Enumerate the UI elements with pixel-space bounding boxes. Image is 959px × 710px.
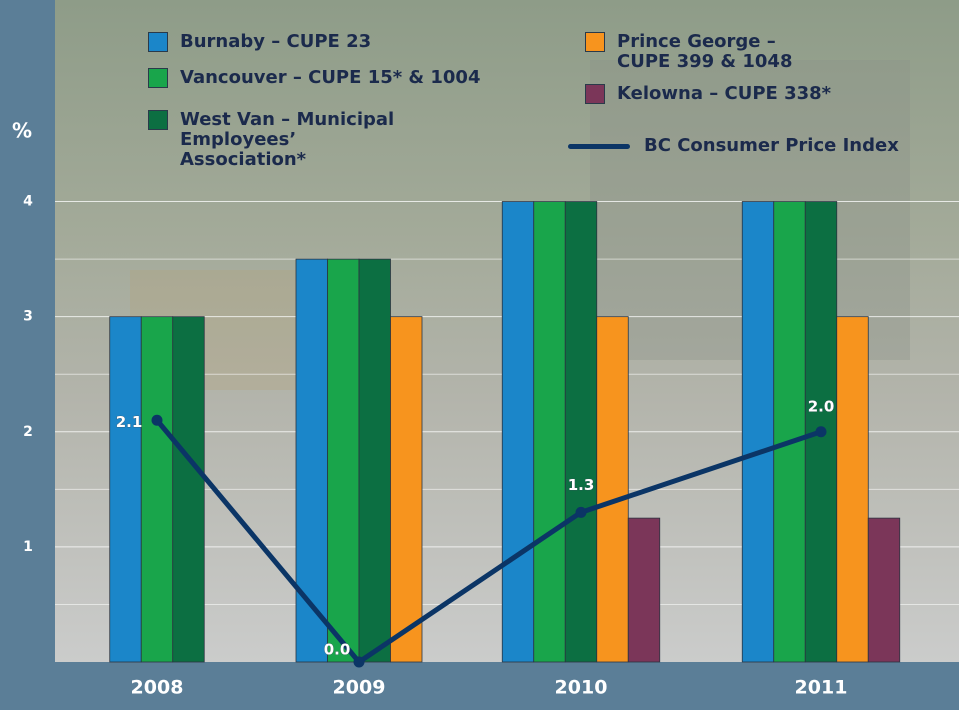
x-tick-label: 2008 [131, 677, 184, 699]
legend-label: Vancouver – CUPE 15* & 1004 [180, 68, 480, 88]
bar [628, 518, 660, 662]
data-label: 2.1 [116, 413, 143, 431]
legend-swatch [585, 32, 605, 52]
chart: % 1 2 3 4 2008 2009 2010 2011 2.1 0.0 1.3 2.0 Burna… [0, 0, 959, 710]
legend-item: BC Consumer Price Index [608, 136, 948, 156]
line-point [354, 657, 365, 668]
bar [502, 202, 534, 662]
legend-item: Vancouver – CUPE 15* & 1004 [148, 68, 548, 88]
data-label: 2.0 [808, 397, 835, 415]
y-tick-label: 1 [23, 539, 33, 555]
legend-label: Prince George – CUPE 399 & 1048 [617, 32, 807, 72]
data-label: 0.0 [324, 641, 351, 659]
line-point [816, 426, 827, 437]
legend-swatch [585, 84, 605, 104]
y-axis-label: % [12, 119, 32, 143]
bar [391, 317, 423, 662]
bar [328, 259, 360, 662]
bar [110, 317, 142, 662]
bar [742, 202, 774, 662]
legend-swatch [568, 144, 630, 149]
y-tick-label: 3 [23, 309, 33, 325]
bar [868, 518, 900, 662]
bar [173, 317, 205, 662]
bar [837, 317, 869, 662]
bar [534, 202, 566, 662]
data-label: 1.3 [568, 476, 595, 494]
line-point [152, 415, 163, 426]
bar [141, 317, 173, 662]
legend-item: West Van – Municipal Employees’ Associat… [148, 110, 438, 170]
x-tick-label: 2009 [333, 677, 386, 699]
legend-swatch [148, 110, 168, 130]
legend-item: Kelowna – CUPE 338* [585, 84, 915, 104]
bar [774, 202, 806, 662]
x-tick-label: 2011 [795, 677, 848, 699]
y-tick-label: 4 [23, 194, 33, 210]
bar [359, 259, 391, 662]
legend-label: Kelowna – CUPE 338* [617, 84, 831, 104]
bar [597, 317, 629, 662]
line-point [576, 507, 587, 518]
legend-swatch [148, 68, 168, 88]
legend-item: Burnaby – CUPE 23 [148, 32, 488, 52]
y-tick-label: 2 [23, 424, 33, 440]
x-tick-label: 2010 [555, 677, 608, 699]
bar [565, 202, 597, 662]
legend-label: West Van – Municipal Employees’ Associat… [180, 110, 410, 170]
legend-label: Burnaby – CUPE 23 [180, 32, 371, 52]
legend-item: Prince George – CUPE 399 & 1048 [585, 32, 845, 72]
legend-label: BC Consumer Price Index [644, 136, 899, 156]
legend-swatch [148, 32, 168, 52]
chart-canvas: % 1 2 3 4 2008 2009 2010 2011 2.1 0.0 1.3 2.0 [0, 0, 959, 710]
